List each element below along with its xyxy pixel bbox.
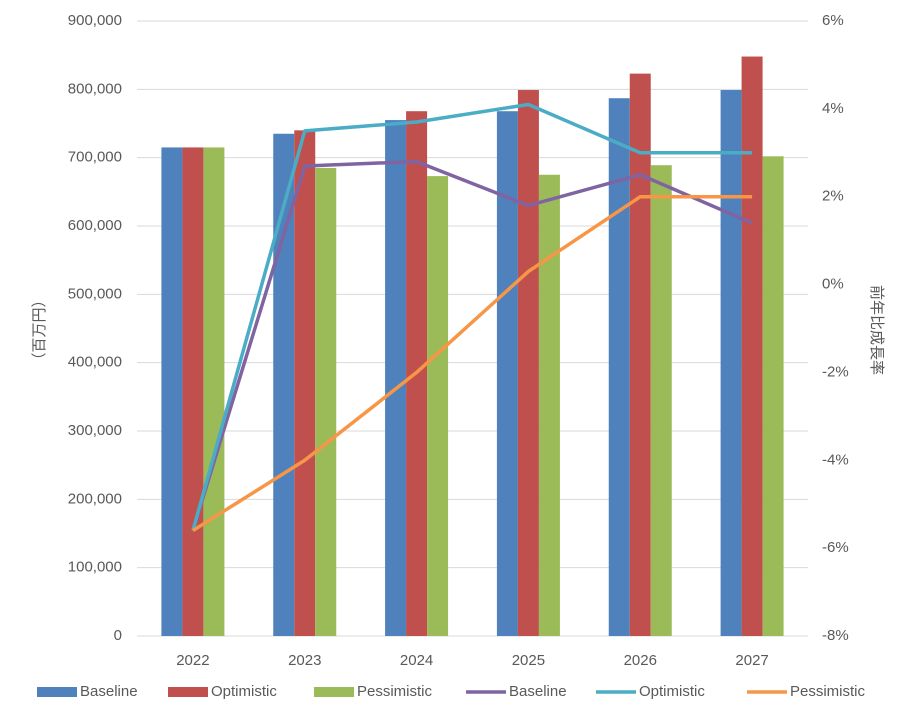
bar bbox=[273, 133, 295, 636]
y-tick-label: 300,000 bbox=[68, 422, 122, 439]
bar bbox=[182, 147, 204, 636]
bar bbox=[741, 56, 763, 637]
bar bbox=[608, 98, 630, 636]
y-tick-label: 800,000 bbox=[68, 80, 122, 97]
bar bbox=[629, 73, 651, 636]
legend-label: Optimistic bbox=[639, 683, 705, 700]
legend-swatch bbox=[168, 687, 208, 697]
y2-tick-label: -2% bbox=[822, 363, 849, 380]
legend-label: Pessimistic bbox=[790, 683, 866, 700]
legend-label: Baseline bbox=[509, 683, 567, 700]
y2-tick-label: 4% bbox=[822, 100, 844, 117]
y-tick-label: 700,000 bbox=[68, 149, 122, 166]
x-tick-label: 2024 bbox=[400, 652, 433, 669]
legend-label: Optimistic bbox=[211, 683, 277, 700]
y-tick-label: 200,000 bbox=[68, 490, 122, 507]
y-tick-label: 0 bbox=[114, 627, 122, 644]
y-tick-label: 100,000 bbox=[68, 559, 122, 576]
x-tick-label: 2022 bbox=[176, 652, 209, 669]
y2-tick-label: 2% bbox=[822, 188, 844, 205]
legend-swatch bbox=[37, 687, 77, 697]
bar bbox=[538, 174, 560, 636]
y2-tick-label: 6% bbox=[822, 12, 844, 29]
y2-tick-label: 0% bbox=[822, 276, 844, 293]
bar bbox=[385, 120, 407, 637]
legend-swatch bbox=[314, 687, 354, 697]
bar bbox=[650, 165, 672, 636]
x-tick-label: 2027 bbox=[735, 652, 768, 669]
x-tick-label: 2026 bbox=[624, 652, 657, 669]
legend-label: Baseline bbox=[80, 683, 138, 700]
bar bbox=[517, 90, 539, 637]
legend-label: Pessimistic bbox=[357, 683, 433, 700]
y2-tick-label: -8% bbox=[822, 627, 849, 644]
line bbox=[191, 194, 753, 533]
y-tick-label: 400,000 bbox=[68, 354, 122, 371]
x-tick-label: 2023 bbox=[288, 652, 321, 669]
bar bbox=[496, 111, 518, 636]
y-tick-label: 900,000 bbox=[68, 12, 122, 29]
bar bbox=[161, 147, 183, 636]
bar bbox=[762, 156, 784, 637]
bar bbox=[203, 147, 225, 636]
y-axis-label: （百万円） bbox=[31, 292, 48, 367]
y2-tick-label: -6% bbox=[822, 539, 849, 556]
y-tick-label: 600,000 bbox=[68, 217, 122, 234]
line bbox=[191, 159, 753, 532]
bar bbox=[294, 130, 316, 637]
bar bbox=[315, 167, 337, 636]
y2-axis-label: 前年比成長率 bbox=[868, 285, 885, 375]
bar bbox=[720, 90, 742, 637]
x-tick-label: 2025 bbox=[512, 652, 545, 669]
y2-tick-label: -4% bbox=[822, 451, 849, 468]
line bbox=[191, 102, 753, 532]
y-tick-label: 500,000 bbox=[68, 285, 122, 302]
bar bbox=[427, 176, 449, 636]
